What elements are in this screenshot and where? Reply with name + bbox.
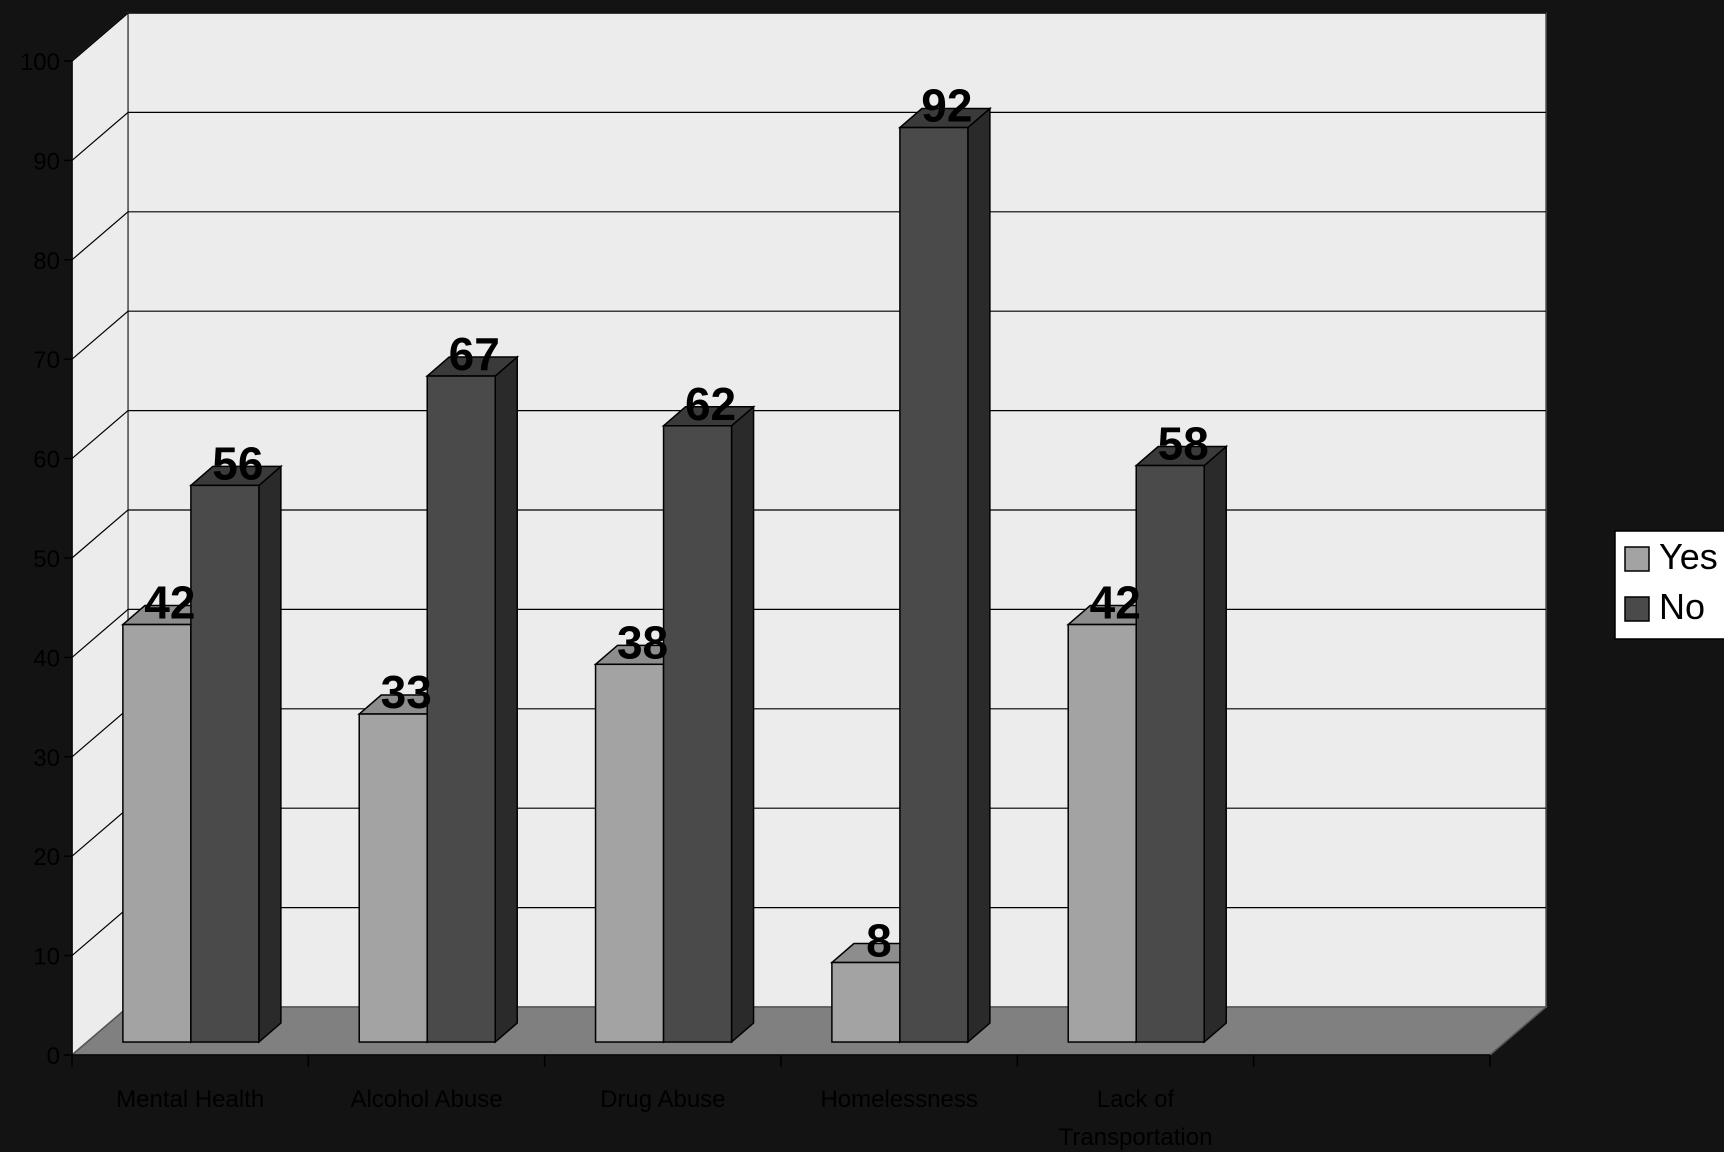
bar-no-drug-abuse <box>661 405 756 1044</box>
bar-side <box>1203 444 1227 1044</box>
data-labels: 42 56 33 67 38 62 8 92 42 58 <box>144 80 1209 967</box>
data-label-no-lack-of-transportation: 58 <box>1158 418 1209 470</box>
gridline-side <box>71 111 129 161</box>
y-tick-label: 40 <box>33 645 60 672</box>
y-tick-label: 30 <box>33 745 60 772</box>
bars <box>120 106 1229 1044</box>
x-axis: Mental Health Alcohol Abuse Drug Abuse Home… <box>71 1054 1491 1151</box>
y-tick-label: 90 <box>33 148 60 175</box>
y-tick-label: 70 <box>33 347 60 374</box>
bar-side <box>494 355 518 1044</box>
bar-front <box>426 375 496 1043</box>
data-label-no-alcohol-abuse: 67 <box>449 328 500 380</box>
bar-front <box>662 425 733 1043</box>
x-tick-label: Drug Abuse <box>600 1086 725 1113</box>
gridline-side <box>71 807 129 857</box>
y-axis: 0 10 20 30 40 50 60 70 80 90 100 <box>20 49 73 1070</box>
y-tick-label: 80 <box>33 248 60 275</box>
gridline-side <box>71 410 129 460</box>
bar-side <box>258 464 282 1044</box>
legend-swatch <box>1624 546 1650 572</box>
x-tick-label: Mental Health <box>116 1086 264 1113</box>
x-tick-label: Homelessness <box>820 1086 977 1113</box>
gridline-side <box>71 211 129 261</box>
floor <box>69 1006 1549 1056</box>
y-tick-label: 50 <box>33 546 60 573</box>
gridline-side <box>71 509 129 559</box>
legend-label: No <box>1659 586 1705 627</box>
data-label-no-homelessness: 92 <box>921 80 972 132</box>
bar-side <box>967 106 991 1044</box>
data-label-no-mental-health: 56 <box>212 437 263 489</box>
y-tick-label: 60 <box>33 447 60 474</box>
y-tick-label: 0 <box>47 1043 60 1070</box>
gridline-side <box>71 12 129 62</box>
gridline-side <box>71 310 129 360</box>
bar-front <box>831 961 901 1043</box>
bar-front <box>122 623 192 1043</box>
bar-front <box>358 713 428 1043</box>
y-tick-label: 20 <box>33 844 60 871</box>
bar-no-lack-of-transportation <box>1134 444 1229 1044</box>
bar-front <box>190 484 260 1043</box>
gridline-side <box>71 708 129 758</box>
gridline-side <box>71 608 129 658</box>
bar-no-homelessness <box>897 106 992 1044</box>
bar-front <box>594 663 665 1043</box>
y-tick-label: 10 <box>33 944 60 971</box>
bar-no-mental-health <box>188 464 283 1044</box>
bar-front <box>1135 464 1205 1043</box>
data-label-yes-alcohol-abuse: 33 <box>381 666 432 718</box>
data-label-yes-homelessness: 8 <box>866 915 892 967</box>
chart-walls <box>69 11 1549 1057</box>
legend-swatch <box>1624 596 1650 622</box>
bar-front <box>1067 623 1137 1043</box>
legend: Yes No <box>1614 530 1724 640</box>
x-tick-label: Alcohol Abuse <box>350 1086 502 1113</box>
data-label-yes-lack-of-transportation: 42 <box>1090 577 1141 629</box>
data-label-no-drug-abuse: 62 <box>685 378 736 430</box>
x-tick-label: Lack of Transportation <box>1059 1086 1213 1151</box>
bar-front <box>899 126 969 1043</box>
gridline-side <box>71 907 129 957</box>
legend-item-yes: Yes <box>1624 536 1718 577</box>
legend-label: Yes <box>1659 536 1718 577</box>
y-tick-label: 100 <box>20 49 60 76</box>
data-label-yes-drug-abuse: 38 <box>617 616 668 668</box>
legend-item-no: No <box>1624 586 1705 627</box>
bar-no-alcohol-abuse <box>425 355 520 1044</box>
bar-side <box>730 405 755 1044</box>
data-label-yes-mental-health: 42 <box>144 577 195 629</box>
